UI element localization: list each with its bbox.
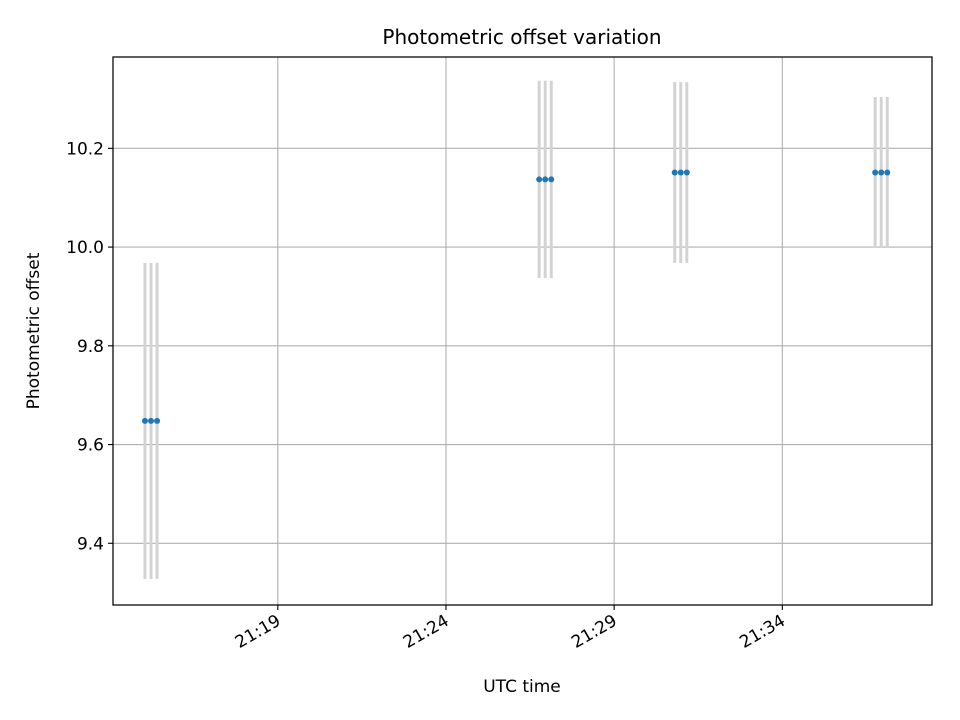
marker-layer <box>141 169 891 424</box>
data-point <box>677 169 684 176</box>
x-axis-label: UTC time <box>483 677 561 697</box>
y-tick-label: 10.0 <box>66 238 104 258</box>
data-point <box>548 176 555 183</box>
data-point <box>148 417 155 424</box>
data-point <box>542 176 549 183</box>
y-tick-label: 9.8 <box>77 337 104 357</box>
data-point <box>141 417 148 424</box>
data-point <box>884 169 891 176</box>
y-tick-label: 10.2 <box>66 139 104 159</box>
y-tick-label: 9.4 <box>77 534 104 554</box>
data-point <box>872 169 879 176</box>
data-point <box>671 169 678 176</box>
data-point <box>683 169 690 176</box>
data-point <box>536 176 543 183</box>
data-point <box>878 169 885 176</box>
y-tick-label: 9.6 <box>77 436 104 456</box>
data-point <box>154 417 161 424</box>
grid-layer <box>113 57 932 605</box>
y-axis-label: Photometric offset <box>24 252 44 409</box>
chart-title: Photometric offset variation <box>382 25 661 49</box>
plot-area-frame <box>112 56 933 606</box>
